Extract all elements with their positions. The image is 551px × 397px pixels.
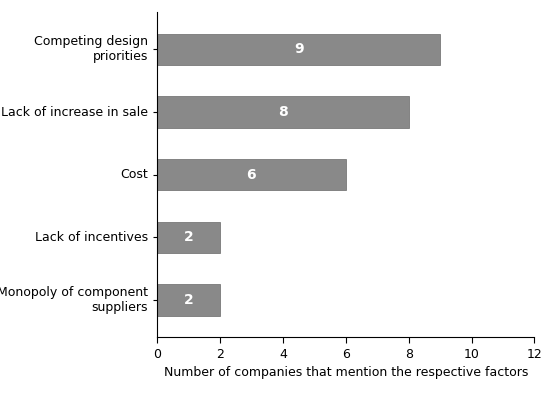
Bar [157, 284, 220, 316]
Text: 2: 2 [183, 230, 193, 244]
Text: 9: 9 [294, 42, 304, 56]
X-axis label: Number of companies that mention the respective factors: Number of companies that mention the res… [164, 366, 528, 380]
Bar [157, 159, 346, 190]
Bar [157, 222, 220, 253]
Text: 8: 8 [278, 105, 288, 119]
Bar [157, 34, 440, 65]
Bar [157, 96, 409, 128]
Text: 6: 6 [247, 168, 256, 182]
Text: 2: 2 [183, 293, 193, 307]
